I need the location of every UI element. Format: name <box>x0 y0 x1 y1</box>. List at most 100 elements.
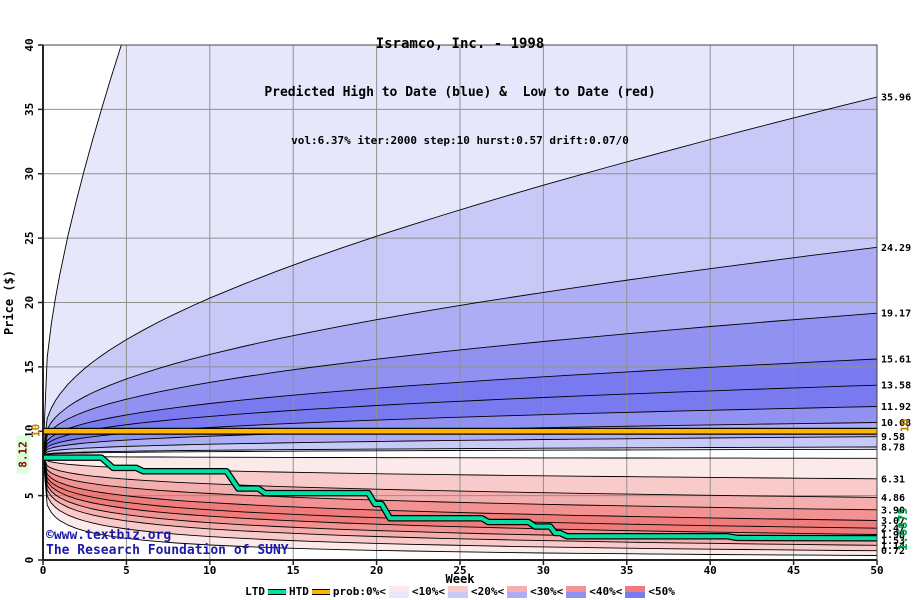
probability-band <box>43 385 877 456</box>
x-tick-label: 0 <box>40 564 47 577</box>
quantile-line <box>43 312 877 456</box>
quantile-line <box>43 96 877 456</box>
probability-band <box>43 447 877 456</box>
quantile-end-label: 3.90 <box>881 505 905 516</box>
quantile-end-label: 1.14 <box>881 541 905 552</box>
low-fan-lines <box>43 455 877 556</box>
swatch-red-half <box>625 585 646 592</box>
chart-legend: LTD HTD prob:0%< <10%< <20%< <30%< <40%< <50% <box>0 585 920 598</box>
legend-label: <20%< <box>470 585 505 598</box>
htd-left-label: 10 <box>29 423 43 438</box>
swatch-red-half <box>447 585 468 592</box>
quantile-end-label: 4.86 <box>881 493 905 504</box>
quantile-end-label: 10.68 <box>881 418 911 429</box>
probability-band <box>43 455 877 521</box>
x-axis-title: Week <box>446 572 476 586</box>
y-tick-label: 40 <box>23 38 36 51</box>
probability-band <box>43 455 877 535</box>
y-tick-label: 10 <box>23 425 36 438</box>
probability-band <box>43 313 877 456</box>
watermark-url: ©www.textbiz.org <box>46 528 172 543</box>
probability-legend-swatch <box>566 585 587 598</box>
x-tick-label: 20 <box>370 564 383 577</box>
swatch-red-half <box>507 585 528 592</box>
quantile-end-label: 0.72 <box>881 546 905 557</box>
swatch-blue-half <box>447 591 468 598</box>
probability-band <box>43 45 877 456</box>
htd-right-label: 10 <box>898 418 912 433</box>
legend-label: <40%< <box>589 585 623 598</box>
probability-legend-swatch <box>388 585 409 598</box>
quantile-end-label: 3.07 <box>881 516 905 527</box>
quantile-line <box>43 446 877 456</box>
y-tick-label: 5 <box>23 492 36 499</box>
htd-legend-swatch <box>311 588 330 595</box>
y-tick-label: 30 <box>23 167 36 180</box>
swatch-blue-half <box>388 591 409 598</box>
quantile-line <box>43 406 877 456</box>
x-tick-label: 5 <box>123 564 130 577</box>
quantile-line <box>43 455 877 535</box>
ltd-line <box>43 454 878 542</box>
quantile-end-label: 15.61 <box>881 355 911 366</box>
y-tick-label: 35 <box>23 103 36 116</box>
chart-subtitle: Predicted High to Date (blue) & Low to D… <box>264 85 656 101</box>
quantile-line <box>43 358 877 456</box>
quantile-end-label: 19.17 <box>881 309 911 320</box>
y-tick-label: 25 <box>23 232 36 245</box>
x-tick-label: 45 <box>787 564 800 577</box>
probability-band <box>43 455 877 510</box>
legend-label: <30%< <box>530 585 564 598</box>
probability-legend-swatch <box>507 585 528 598</box>
probability-band <box>43 455 877 529</box>
chart-parameters: vol:6.37% iter:2000 step:10 hurst:0.57 d… <box>291 133 629 147</box>
ltd-legend-swatch <box>268 588 286 595</box>
quantile-end-label: 6.31 <box>881 474 905 485</box>
swatch-red-half <box>388 585 409 592</box>
probability-band <box>43 406 877 456</box>
legend-label: <10%< <box>411 585 445 598</box>
y-tick-label: 0 <box>23 557 36 564</box>
axis-titles: Week Price ($) <box>2 270 475 586</box>
y-tick-label: 15 <box>23 360 36 373</box>
x-axis-ticks: 0 5 10 15 20 25 30 35 40 45 50 <box>40 560 884 577</box>
quantile-line <box>43 45 122 456</box>
chart-title: Isramco, Inc. - 1998 <box>375 35 545 52</box>
ltd-final-label: 1.6875 <box>896 507 910 551</box>
quantile-end-label: 1.98 <box>881 530 905 541</box>
quantile-end-label: 8.78 <box>881 442 905 453</box>
legend-label: prob:0%< <box>332 585 386 598</box>
probability-band <box>43 359 877 456</box>
quantile-end-label: 1.53 <box>881 536 905 547</box>
watermark-org: The Research Foundation of SUNY <box>46 543 289 558</box>
x-tick-label: 15 <box>287 564 300 577</box>
legend-label: <50% <box>648 585 675 598</box>
quantile-line <box>43 455 877 552</box>
swatch-blue-half <box>625 591 646 598</box>
quantile-line <box>43 455 877 521</box>
swatch-red-half <box>566 585 587 592</box>
x-tick-label: 50 <box>870 564 883 577</box>
legend-label: LTD <box>245 585 265 598</box>
quantile-line <box>43 448 877 456</box>
x-tick-label: 40 <box>704 564 717 577</box>
legend-label: HTD <box>289 585 309 598</box>
quantile-end-label: 13.58 <box>881 381 911 392</box>
y-tick-label: 20 <box>23 296 36 309</box>
quantile-end-label: 24.29 <box>881 243 911 254</box>
y-axis-ticks: 0 5 10 15 20 25 30 35 40 <box>23 38 43 563</box>
quantile-end-label: 35.96 <box>881 93 911 104</box>
probability-legend-swatch <box>625 585 646 598</box>
x-tick-label: 30 <box>537 564 550 577</box>
start-price-label: 8.12 <box>16 435 30 474</box>
y-axis-title: Price ($) <box>2 270 16 335</box>
x-tick-label: 10 <box>203 564 216 577</box>
quantile-end-label: 11.92 <box>881 402 911 413</box>
probability-legend-swatch <box>447 585 468 598</box>
quantile-line <box>43 455 877 498</box>
x-tick-label: 35 <box>620 564 633 577</box>
quantile-line <box>43 455 877 511</box>
quantile-line <box>43 455 877 556</box>
